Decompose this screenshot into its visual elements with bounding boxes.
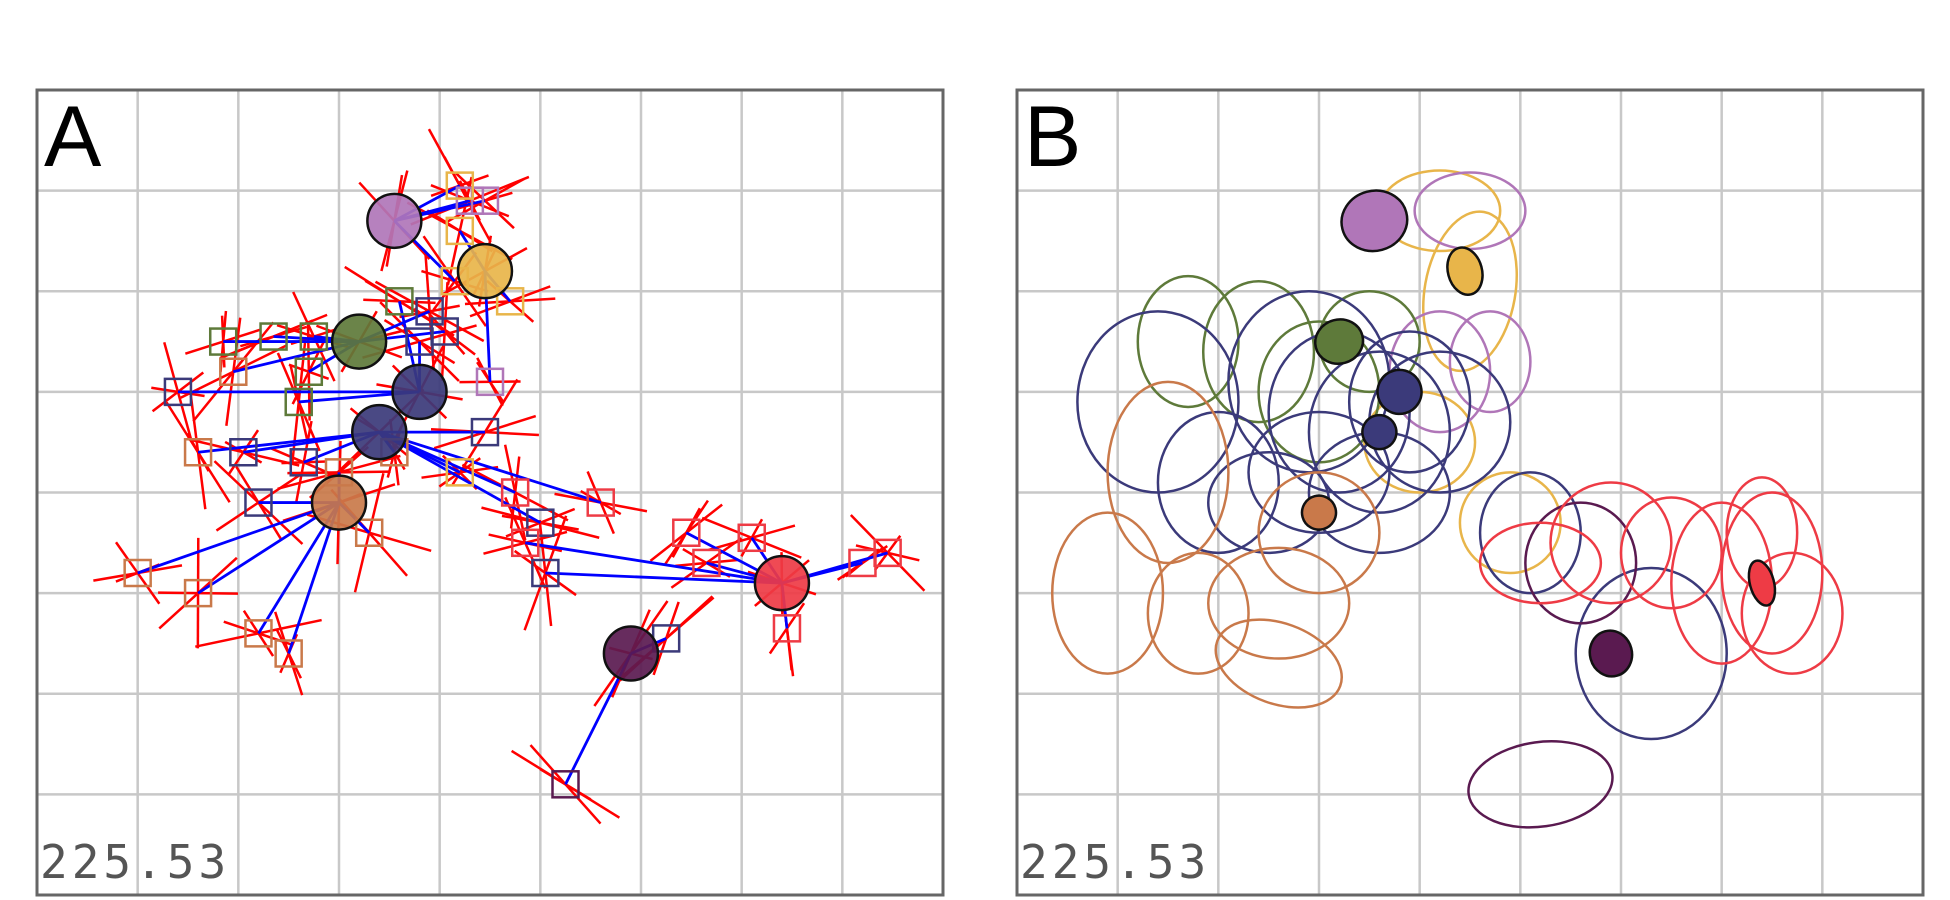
cluster-centroid bbox=[1446, 246, 1484, 296]
confidence-ellipse bbox=[1307, 350, 1452, 514]
panel-b-frame bbox=[1015, 88, 1925, 897]
sample-point bbox=[470, 417, 500, 447]
confidence-ellipse bbox=[1146, 551, 1250, 675]
confidence-ellipse bbox=[1549, 481, 1673, 605]
error-whisker bbox=[410, 175, 530, 226]
sample-point bbox=[873, 538, 902, 568]
sample-point bbox=[470, 186, 500, 215]
sample-point bbox=[208, 327, 238, 356]
cluster-centroid bbox=[1747, 559, 1777, 607]
sample-point bbox=[219, 357, 248, 386]
confidence-ellipse bbox=[1106, 380, 1230, 565]
assignment-line bbox=[137, 501, 340, 575]
panel-a-frame bbox=[35, 88, 945, 897]
panel-a bbox=[37, 90, 943, 895]
sample-point bbox=[445, 171, 475, 200]
assignment-line bbox=[378, 430, 602, 504]
cluster-centroid bbox=[1376, 368, 1423, 416]
sample-point bbox=[244, 488, 273, 517]
sample-point bbox=[163, 377, 193, 407]
sample-point bbox=[229, 438, 258, 467]
cluster-centroid bbox=[1340, 189, 1409, 253]
sample-point bbox=[244, 619, 273, 648]
assignment-line bbox=[378, 430, 542, 524]
sample-point bbox=[183, 578, 213, 608]
confidence-ellipse bbox=[1421, 210, 1519, 373]
cluster-centroid bbox=[391, 363, 448, 421]
cluster-centroid bbox=[330, 313, 388, 370]
cluster-centroid bbox=[1588, 629, 1634, 678]
error-whisker bbox=[292, 291, 336, 382]
confidence-ellipse bbox=[1156, 410, 1280, 555]
sample-point bbox=[586, 488, 615, 517]
sample-point bbox=[259, 322, 288, 351]
sample-point bbox=[445, 458, 475, 487]
confidence-ellipse bbox=[1413, 171, 1527, 251]
sample-point bbox=[294, 357, 324, 386]
panel-b bbox=[1017, 90, 1923, 895]
confidence-ellipse bbox=[1214, 618, 1343, 709]
sample-point bbox=[510, 528, 540, 558]
sample-point bbox=[531, 558, 560, 588]
cluster-centroid bbox=[456, 242, 514, 300]
confidence-ellipse bbox=[1524, 501, 1638, 625]
assignment-line bbox=[545, 571, 782, 585]
sample-point bbox=[123, 558, 152, 588]
confidence-ellipse bbox=[1050, 511, 1165, 675]
confidence-ellipse bbox=[1257, 471, 1381, 595]
sample-point bbox=[289, 448, 319, 477]
confidence-ellipse bbox=[1201, 279, 1316, 424]
sample-point bbox=[405, 327, 434, 356]
sample-point bbox=[299, 322, 329, 351]
confidence-ellipse bbox=[1574, 566, 1728, 741]
error-whisker bbox=[469, 285, 551, 318]
confidence-ellipse bbox=[1076, 310, 1240, 494]
confidence-ellipse bbox=[1478, 471, 1582, 595]
sample-point bbox=[455, 186, 485, 215]
sample-point bbox=[354, 518, 384, 547]
sample-point bbox=[183, 438, 213, 467]
cluster-centroid bbox=[1361, 413, 1398, 451]
panel-b-stat: 225.53 bbox=[1020, 835, 1210, 889]
sample-point bbox=[274, 639, 303, 668]
cluster-centroid bbox=[602, 625, 660, 682]
confidence-ellipse bbox=[1619, 496, 1723, 610]
cluster-centroid bbox=[1314, 318, 1365, 365]
sample-point bbox=[772, 614, 802, 643]
confidence-ellipse bbox=[1448, 310, 1532, 414]
sample-point bbox=[475, 367, 505, 397]
panel-a-stat: 225.53 bbox=[40, 835, 230, 889]
cluster-centroid bbox=[366, 192, 423, 250]
sample-point bbox=[526, 508, 555, 537]
cluster-centroid bbox=[1300, 494, 1338, 531]
cluster-centroid bbox=[753, 554, 811, 612]
cluster-centroid bbox=[351, 403, 408, 461]
sample-point bbox=[385, 287, 414, 316]
confidence-ellipse bbox=[1467, 740, 1614, 829]
assignment-line bbox=[525, 541, 783, 585]
confidence-ellipse bbox=[1207, 546, 1351, 660]
confidence-ellipse bbox=[1458, 471, 1562, 575]
confidence-ellipse bbox=[1347, 330, 1472, 474]
sample-point bbox=[415, 297, 444, 326]
confidence-ellipse bbox=[1478, 521, 1603, 605]
panel-a-label: A bbox=[44, 89, 102, 185]
sample-point bbox=[551, 770, 580, 799]
sample-point bbox=[284, 387, 313, 417]
sample-point bbox=[737, 523, 766, 553]
sample-point bbox=[692, 548, 721, 578]
confidence-ellipse bbox=[1740, 551, 1844, 675]
sample-point bbox=[500, 478, 530, 507]
confidence-ellipse bbox=[1247, 410, 1391, 534]
panel-b-label: B bbox=[1024, 89, 1081, 185]
confidence-ellipse bbox=[1720, 491, 1824, 655]
cluster-centroid bbox=[310, 474, 368, 531]
sample-point bbox=[672, 518, 701, 547]
confidence-ellipse bbox=[1136, 274, 1240, 409]
sample-point bbox=[445, 216, 475, 246]
sample-point bbox=[495, 287, 525, 316]
